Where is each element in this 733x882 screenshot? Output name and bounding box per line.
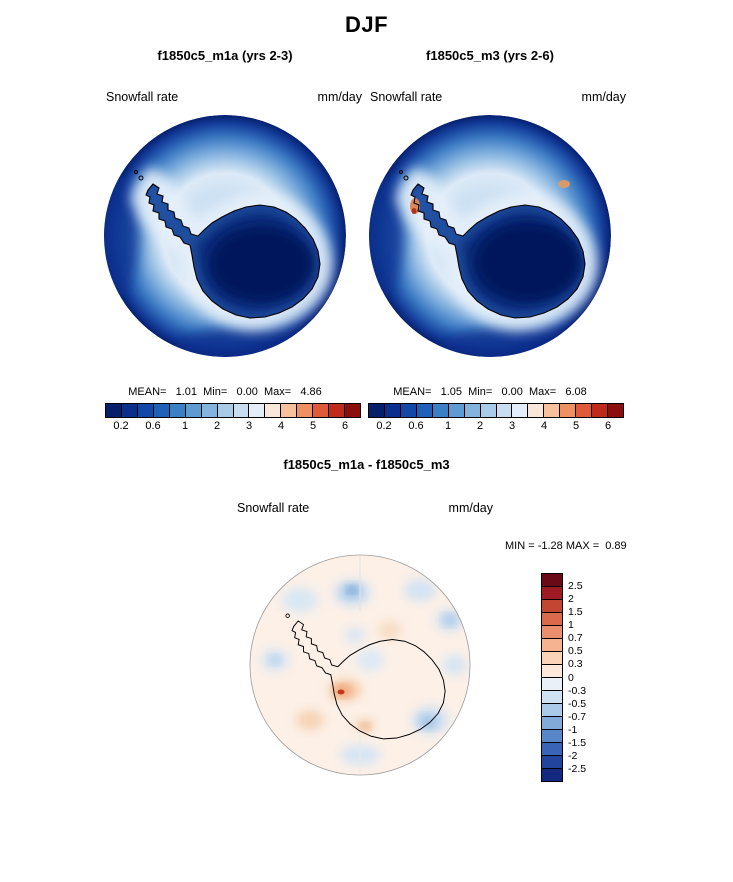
map-panel1-antarctica <box>104 115 346 357</box>
panel2-units-label: mm/day <box>581 90 626 104</box>
antarctica-coastline <box>410 183 586 319</box>
panel1-variable-label: Snowfall rate <box>106 90 179 104</box>
diff-minmax: MIN = -1.28 MAX = 0.89 <box>505 540 627 552</box>
panel1-colorbar-ticks: 0.2 0.6 1 2 3 4 5 6 <box>113 420 349 432</box>
panel2-colorbar-ticks: 0.2 0.6 1 2 3 4 5 6 <box>376 420 612 432</box>
diff-units-label: mm/day <box>448 501 493 515</box>
map-diff-antarctica <box>249 554 471 776</box>
panel1-stats: MEAN= 1.01 Min= 0.00 Max= 4.86 <box>128 386 322 398</box>
diff-colorbar-ticks: 2.5 2 1.5 1 0.7 0.5 0.3 0 -0.3 -0.5 -0.7 -1 -1.5 -2 -2… <box>568 580 587 775</box>
warm-anomaly-core <box>411 208 417 214</box>
panel1-units-label: mm/day <box>317 90 362 104</box>
panel2-title: f1850c5_m3 (yrs 2-6) <box>426 48 554 63</box>
panel2-stats: MEAN= 1.05 Min= 0.00 Max= 6.08 <box>393 386 587 398</box>
panel2-field-row: Snowfall rate mm/day <box>370 90 626 104</box>
panel1-title: f1850c5_m1a (yrs 2-3) <box>157 48 293 63</box>
diff-colorbar <box>541 573 563 782</box>
diff-variable-label: Snowfall rate <box>237 501 310 515</box>
map-panel2-antarctica <box>369 115 611 357</box>
panel1-colorbar <box>105 403 361 418</box>
antarctica-coastline <box>145 183 321 319</box>
antarctica-coastline <box>291 620 446 740</box>
warm-anomaly-spot <box>558 180 570 188</box>
panel1-field-row: Snowfall rate mm/day <box>106 90 362 104</box>
map-boundary <box>249 554 471 776</box>
figure-title: DJF <box>344 12 389 37</box>
panel2-colorbar <box>368 403 624 418</box>
diff-title: f1850c5_m1a - f1850c5_m3 <box>283 457 450 472</box>
panel2-variable-label: Snowfall rate <box>370 90 443 104</box>
diff-field-row: Snowfall rate mm/day <box>237 501 493 515</box>
